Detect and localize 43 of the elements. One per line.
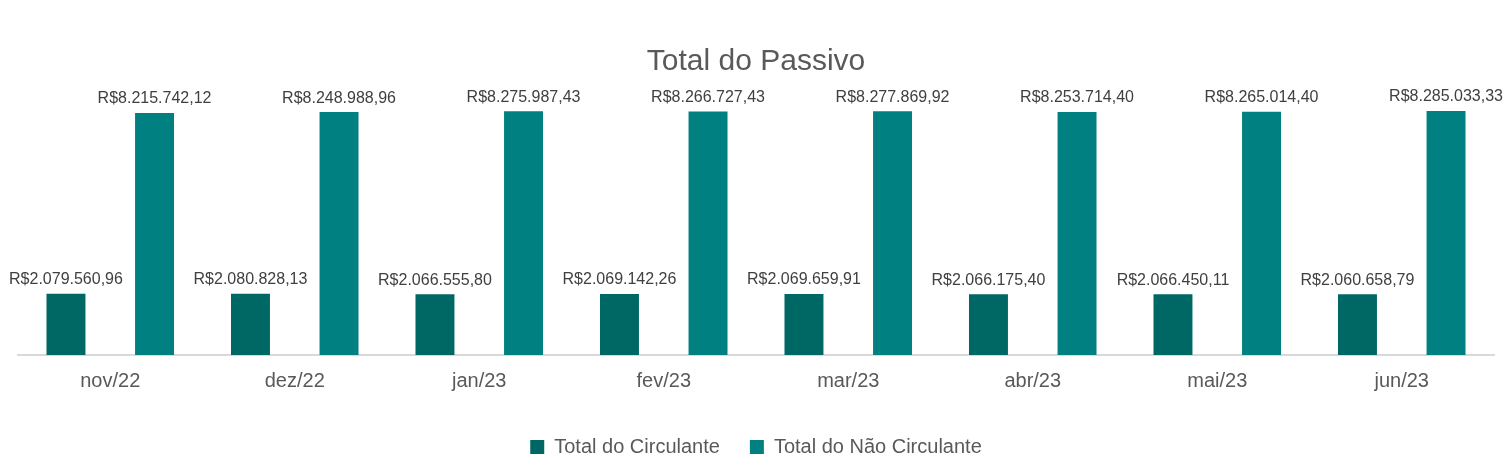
x-tick-label: abr/23: [1004, 368, 1062, 391]
x-tick-label: jun/23: [1373, 368, 1429, 391]
bar: [1426, 111, 1466, 355]
bar: [968, 294, 1008, 355]
bar: [599, 294, 639, 355]
data-label: R$2.069.142,26: [562, 270, 677, 288]
x-tick-label: nov/22: [80, 368, 141, 391]
chart-title: Total do Passivo: [646, 43, 866, 77]
data-label: R$8.253.714,40: [1020, 88, 1135, 106]
bar: [135, 113, 175, 355]
bar: [230, 293, 270, 355]
data-label: R$2.066.175,40: [931, 270, 1046, 288]
bar: [784, 294, 824, 355]
data-label: R$2.066.555,80: [378, 270, 493, 288]
data-label: R$2.060.658,79: [1300, 270, 1415, 288]
legend-label: Total do Circulante: [554, 434, 720, 457]
bar: [1242, 111, 1282, 355]
bar: [1153, 294, 1193, 355]
x-tick-label: dez/22: [264, 368, 325, 391]
data-label: R$8.275.987,43: [466, 87, 581, 105]
data-label: R$8.277.869,92: [835, 87, 950, 105]
bar: [46, 293, 86, 355]
data-label: R$8.265.014,40: [1204, 88, 1319, 106]
data-label: R$8.248.988,96: [282, 88, 397, 106]
data-label: R$2.066.450,11: [1116, 270, 1230, 288]
bar: [1337, 294, 1377, 355]
data-label: R$2.069.659,91: [747, 270, 862, 288]
data-label: R$8.215.742,12: [97, 89, 212, 107]
data-label: R$8.285.033,33: [1389, 87, 1504, 105]
bar: [415, 294, 455, 355]
legend-label: Total do Não Circulante: [773, 434, 982, 457]
bar: [688, 111, 728, 355]
x-tick-label: mai/23: [1187, 368, 1248, 391]
data-label: R$2.079.560,96: [9, 270, 124, 288]
x-tick-label: fev/23: [636, 368, 691, 391]
bar: [504, 111, 544, 355]
bar: [873, 111, 913, 355]
data-label: R$8.266.727,43: [651, 88, 766, 105]
x-tick-label: mar/23: [817, 368, 880, 391]
bar: [319, 112, 359, 355]
data-label: R$2.080.828,13: [193, 270, 308, 288]
x-tick-label: jan/23: [451, 368, 507, 391]
bar: [1057, 111, 1097, 355]
